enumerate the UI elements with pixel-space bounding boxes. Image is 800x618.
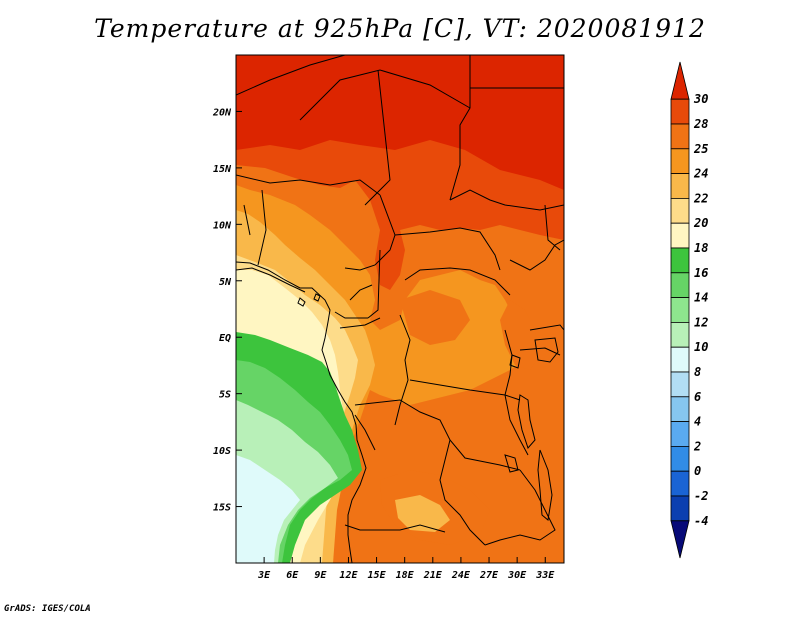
lat-tick-label: 5N <box>219 277 232 288</box>
lon-tick-label: 27E <box>479 570 499 581</box>
patch-central-basin <box>400 290 470 345</box>
colorbar-label: 4 <box>694 415 701 429</box>
colorbar-label: 16 <box>694 266 708 280</box>
lon-tick-label: 18E <box>396 570 415 581</box>
lat-tick-label: 20N <box>212 107 232 118</box>
lat-tick-label: 10S <box>213 446 231 457</box>
colorbar-label: 22 <box>693 191 708 205</box>
colorbar-swatch <box>670 173 690 199</box>
colorbar-label: 12 <box>694 315 708 329</box>
lat-tick-label: EQ <box>219 333 231 344</box>
colorbar-swatch <box>670 61 690 100</box>
lon-tick-label: 3E <box>257 570 271 581</box>
map-frame <box>235 54 565 564</box>
colorbar-swatch <box>670 346 690 373</box>
colorbar-swatch <box>670 470 690 497</box>
colorbar-swatch <box>670 520 690 559</box>
colorbar-swatch <box>670 495 690 522</box>
lat-tick-label: 5S <box>219 390 231 401</box>
colorbar-swatch <box>670 222 690 249</box>
colorbar-label: 10 <box>694 340 708 354</box>
colorbar-label: 18 <box>694 241 708 255</box>
colorbar-label: 20 <box>693 216 708 230</box>
lon-tick-label: 30E <box>507 570 527 581</box>
colorbar-swatch <box>670 123 690 150</box>
patch-angola-cool <box>395 495 450 532</box>
lon-tick-label: 21E <box>423 570 443 581</box>
lat-tick-label: 15S <box>213 503 231 514</box>
coastline <box>236 261 367 563</box>
colorbar-label: 6 <box>694 390 701 404</box>
patch-east-highlands <box>500 300 540 370</box>
colorbar-swatch <box>670 297 690 323</box>
colorbar-label: 25 <box>693 142 708 156</box>
lon-tick-label: 12E <box>339 570 358 581</box>
colorbar-swatch <box>670 445 690 472</box>
temperature-field <box>236 55 564 563</box>
colorbar-swatch <box>670 247 690 274</box>
lon-tick-label: 33E <box>535 570 555 581</box>
axis-labels: 3E 6E 9E 12E 15E 18E 21E 24E 27E 30E 33E 20N 15N 10N 5… <box>212 107 555 581</box>
colorbar-swatch <box>670 272 690 298</box>
lon-tick-label: 15E <box>368 570 387 581</box>
colorbar-label: 8 <box>694 365 701 379</box>
lon-tick-label: 6E <box>286 570 299 581</box>
colorbar-label: 24 <box>693 167 708 181</box>
colorbar-swatch <box>670 321 690 348</box>
colorbar-swatch <box>670 371 690 398</box>
colorbar-label: 14 <box>694 291 708 305</box>
colorbar-label: 2 <box>693 439 701 453</box>
colorbar-swatch <box>670 421 690 447</box>
lat-tick-label: 15N <box>213 164 232 175</box>
lon-tick-label: 9E <box>314 570 327 581</box>
colorbar-swatch <box>670 98 690 125</box>
colorbar-label: -2 <box>694 489 708 503</box>
credit-text: GrADS: IGES/COLA <box>4 604 91 614</box>
lon-tick-label: 24E <box>451 570 471 581</box>
axis-ticks <box>236 110 546 563</box>
colorbar-swatch <box>670 197 690 224</box>
colorbar-label: 0 <box>694 464 701 478</box>
lakes <box>504 337 559 521</box>
colorbar-label: 30 <box>693 92 708 106</box>
colorbar-label: -4 <box>694 514 708 528</box>
map-title: Temperature at 925hPa [C], VT: 202008191… <box>94 14 706 43</box>
lat-tick-label: 10N <box>213 220 232 231</box>
colorbar-swatch <box>670 396 690 422</box>
colorbar-swatch <box>670 148 690 175</box>
colorbar-label: 28 <box>693 117 708 131</box>
zone-8-10 <box>236 455 300 563</box>
